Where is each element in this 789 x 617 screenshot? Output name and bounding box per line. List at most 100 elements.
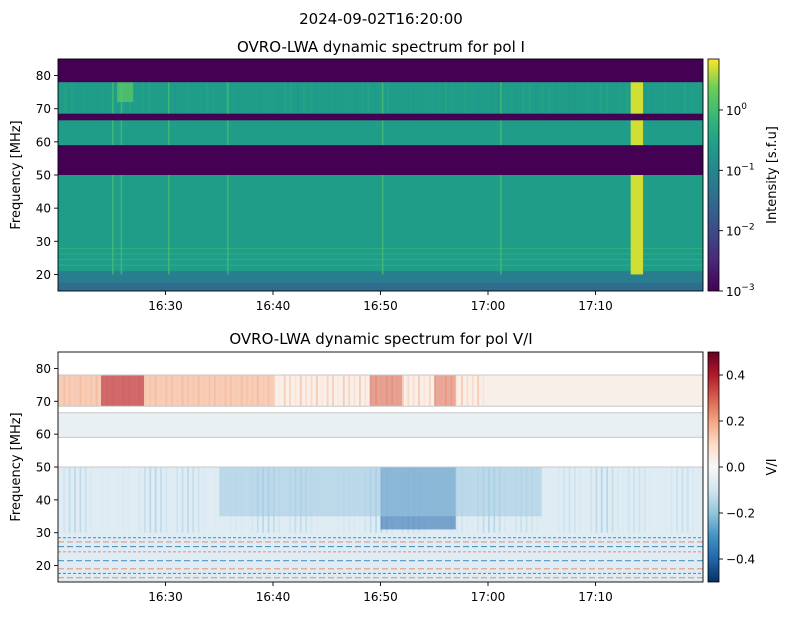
heatmap-speckle [161, 82, 164, 114]
heatmap-striation [590, 467, 592, 533]
heatmap-speckle [238, 82, 241, 114]
heatmap-speckle [574, 82, 576, 114]
heatmap-speckle [522, 82, 525, 114]
heatmap-striation [359, 375, 361, 407]
panel-vi-ytick-label: 60 [36, 428, 51, 442]
panel-i-x-axis: 16:30 16:40 16:50 17:00 17:10 [148, 291, 613, 313]
heatmap-speckle [296, 82, 299, 114]
heatmap-striation [600, 467, 603, 533]
heatmap-speckle [515, 82, 518, 114]
heatmap-speckle [406, 82, 409, 114]
heatmap-speckle [393, 82, 396, 114]
colorbar-tick-label: 10−3 [726, 283, 755, 299]
panel-i-ytick-label: 50 [36, 169, 51, 183]
heatmap-speckle [457, 82, 460, 114]
panel-vi-ytick-label: 70 [36, 395, 51, 409]
heatmap-speckle [690, 82, 693, 114]
heatmap-striation [208, 467, 211, 533]
heatmap-striation [633, 467, 635, 533]
panel-i-ytick-label: 20 [36, 268, 51, 282]
panel-i-xtick-label: 17:00 [471, 299, 506, 313]
heatmap-striation [84, 467, 87, 533]
heatmap-speckle [283, 82, 286, 114]
heatmap-striation [337, 375, 340, 407]
heatmap-striation [541, 467, 544, 533]
heatmap-striation [160, 467, 162, 533]
heatmap-speckle [225, 82, 228, 114]
colorbar-tick-label: 10−1 [726, 162, 755, 178]
panel-vi-colorbar [707, 351, 720, 583]
heatmap-speckle [528, 82, 531, 114]
heatmap-speckle [251, 82, 254, 114]
panel-i-ytick-label: 60 [36, 135, 51, 149]
heatmap-striation [213, 467, 216, 533]
heatmap-striation [165, 467, 168, 533]
heatmap-speckle [677, 82, 680, 114]
heatmap-rfi-line [58, 247, 703, 250]
heatmap-speckle [103, 82, 106, 114]
heatmap-speckle [212, 82, 215, 114]
heatmap-feature [434, 375, 456, 407]
heatmap-speckle [322, 82, 325, 114]
heatmap-striation [353, 375, 356, 407]
panel-i-xtick-label: 16:40 [256, 299, 291, 313]
heatmap-speckle [496, 82, 499, 114]
heatmap-striation [133, 467, 136, 533]
heatmap-speckle [303, 82, 306, 114]
heatmap-speckle [593, 82, 596, 114]
heatmap-striation [579, 467, 582, 533]
panel-vi-xtick-label: 16:40 [256, 590, 291, 604]
heatmap-speckle [451, 82, 454, 114]
heatmap-striation [154, 467, 157, 533]
colorbar-tick-label: 0.4 [726, 369, 745, 383]
heatmap-speckle [599, 82, 602, 114]
heatmap-striation [90, 467, 93, 533]
heatmap-striation [686, 467, 689, 533]
heatmap-speckle [567, 82, 570, 114]
heatmap-striation [568, 467, 571, 533]
panel-vi-xtick-label: 16:50 [363, 590, 398, 604]
heatmap-striation [289, 375, 291, 407]
heatmap-striation [321, 375, 324, 407]
heatmap-striation [299, 375, 302, 407]
heatmap-band [58, 412, 703, 438]
heatmap-rfi-line [58, 264, 703, 266]
heatmap-striation [428, 375, 431, 407]
heatmap-speckle [83, 82, 86, 114]
heatmap-hotspot [117, 82, 134, 103]
heatmap-speckle [341, 82, 344, 114]
heatmap-speckle [174, 82, 177, 114]
heatmap-striation [127, 467, 130, 533]
panel-i-colorbar [707, 58, 720, 292]
heatmap-speckle [277, 82, 280, 114]
heatmap-striation [273, 375, 275, 407]
heatmap-speckle [580, 82, 583, 114]
heatmap-striation [412, 375, 415, 407]
heatmap-striation [326, 375, 329, 407]
heatmap-striation [697, 467, 700, 533]
heatmap-speckle [380, 82, 383, 114]
heatmap-speckle [503, 82, 506, 114]
heatmap-striation [466, 375, 469, 407]
heatmap-speckle [109, 82, 112, 114]
heatmap-striation [310, 375, 313, 407]
heatmap-striation [348, 375, 351, 407]
heatmap-striation [611, 467, 614, 533]
heatmap-speckle [116, 82, 119, 114]
panel-i-xtick-label: 17:10 [578, 299, 613, 313]
heatmap-striation [681, 467, 684, 533]
heatmap-striation [402, 375, 404, 407]
panel-i-xtick-label: 16:30 [148, 299, 183, 313]
heatmap-burst [120, 82, 123, 275]
heatmap-speckle [541, 82, 544, 114]
heatmap-striation [552, 467, 555, 533]
heatmap-speckle [651, 82, 654, 114]
panel-pol-vi: OVRO-LWA dynamic spectrum for pol V/I 20… [9, 330, 780, 604]
panel-vi-colorbar-ticks: 0.4 0.2 0.0 −0.2 −0.4 [719, 369, 755, 567]
heatmap-speckle [470, 82, 473, 114]
panel-i-heatmap [58, 59, 703, 291]
heatmap-masked-band [58, 145, 703, 175]
heatmap-speckle [316, 82, 318, 114]
heatmap-speckle [367, 82, 370, 114]
